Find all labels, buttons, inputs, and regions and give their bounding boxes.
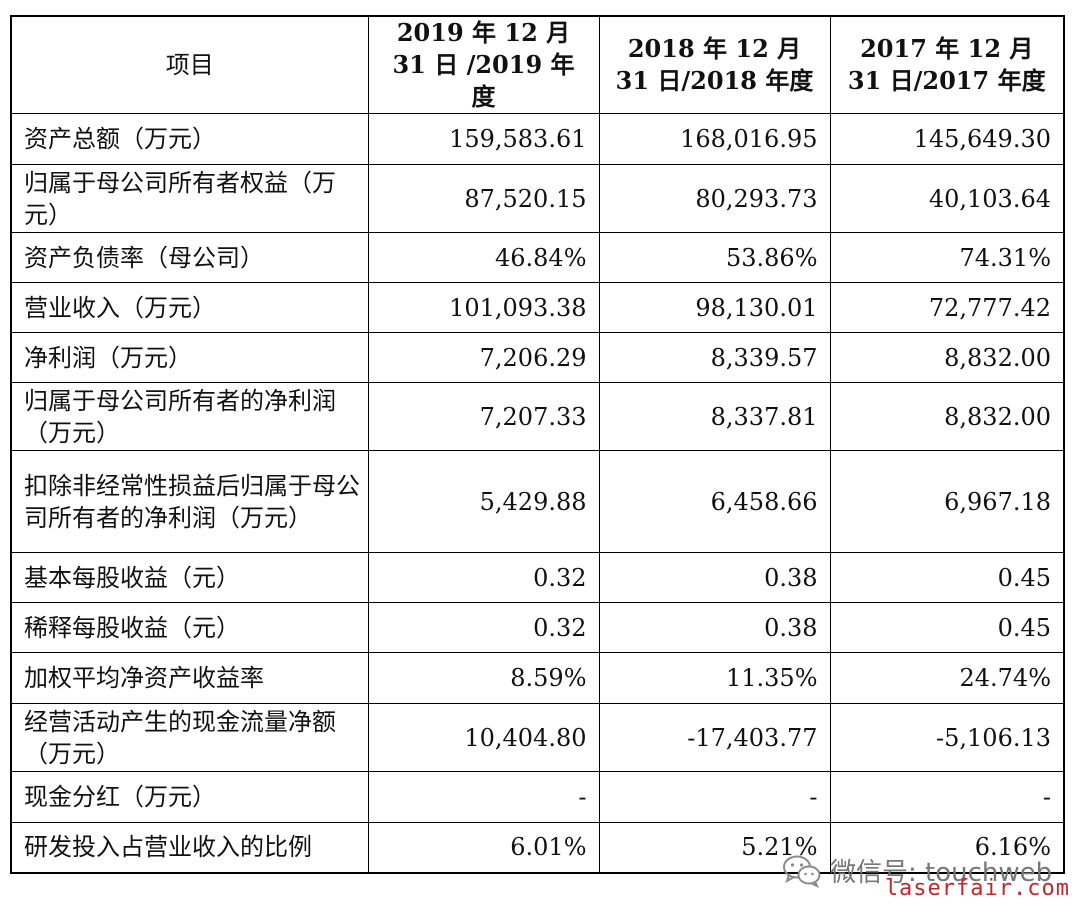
cell-2019: 7,207.33	[367, 382, 600, 451]
table-row: 资产总额（万元） 159,583.61 168,016.95 145,649.30	[10, 113, 1065, 165]
cell-2019: 6.01%	[367, 822, 600, 873]
table-row: 归属于母公司所有者权益（万元） 87,520.15 80,293.73 40,103.…	[10, 164, 1065, 233]
row-label: 经营活动产生的现金流量净额（万元）	[10, 703, 369, 772]
cell-2018: 8,339.57	[598, 332, 831, 383]
table-row: 经营活动产生的现金流量净额（万元） 10,404.80 -17,403.77 -5,1…	[10, 703, 1065, 772]
cell-2017: 24.74%	[829, 652, 1065, 704]
cell-2017: 72,777.42	[829, 282, 1065, 333]
cell-2017: 0.45	[829, 602, 1065, 653]
cell-2019: 8.59%	[367, 652, 600, 704]
table-row: 营业收入（万元） 101,093.38 98,130.01 72,777.42	[10, 282, 1065, 333]
cell-2018: -	[598, 771, 831, 823]
cell-2018: 168,016.95	[598, 113, 831, 165]
cell-2019: 46.84%	[367, 232, 600, 283]
cell-2017: 8,832.00	[829, 332, 1065, 383]
table-header-row: 项目 2019 年 12 月 31 日 /2019 年度 2018 年 12 月…	[10, 15, 1065, 114]
site-watermark: laserfair.com	[884, 876, 1070, 901]
cell-2019: 0.32	[367, 552, 600, 603]
cell-2017: 8,832.00	[829, 382, 1065, 451]
cell-2017: 145,649.30	[829, 113, 1065, 165]
table-row: 研发投入占营业收入的比例 6.01% 5.21% 6.16%	[10, 822, 1065, 873]
cell-2017: 6.16%	[829, 822, 1065, 873]
table-row: 现金分红（万元） - - -	[10, 771, 1065, 823]
column-header-2018: 2018 年 12 月 31 日/2018 年度	[598, 15, 831, 114]
column-header-2019: 2019 年 12 月 31 日 /2019 年度	[367, 15, 600, 114]
financial-table: 项目 2019 年 12 月 31 日 /2019 年度 2018 年 12 月…	[10, 15, 1065, 874]
row-label: 净利润（万元）	[10, 332, 369, 383]
cell-2018: 80,293.73	[598, 164, 831, 233]
table-body: 资产总额（万元） 159,583.61 168,016.95 145,649.30 归属…	[10, 113, 1065, 873]
column-header-item: 项目	[10, 15, 369, 114]
wechat-icon	[783, 855, 821, 888]
row-label: 加权平均净资产收益率	[10, 652, 369, 704]
table-row: 加权平均净资产收益率 8.59% 11.35% 24.74%	[10, 652, 1065, 704]
watermark-text: 微信号: touchweb	[830, 858, 1053, 888]
cell-2018: 8,337.81	[598, 382, 831, 451]
column-header-2017: 2017 年 12 月 31 日/2017 年度	[829, 15, 1065, 114]
table-row: 稀释每股收益（元） 0.32 0.38 0.45	[10, 602, 1065, 653]
cell-2019: 159,583.61	[367, 113, 600, 165]
row-label: 研发投入占营业收入的比例	[10, 822, 369, 873]
cell-2017: -5,106.13	[829, 703, 1065, 772]
cell-2017: 0.45	[829, 552, 1065, 603]
cell-2018: 11.35%	[598, 652, 831, 704]
cell-2019: -	[367, 771, 600, 823]
cell-2018: -17,403.77	[598, 703, 831, 772]
table-row: 资产负债率（母公司） 46.84% 53.86% 74.31%	[10, 232, 1065, 283]
cell-2018: 53.86%	[598, 232, 831, 283]
table-row: 扣除非经常性损益后归属于母公司所有者的净利润（万元） 5,429.88 6,458.…	[10, 450, 1065, 553]
cell-2017: 40,103.64	[829, 164, 1065, 233]
row-label: 现金分红（万元）	[10, 771, 369, 823]
cell-2019: 0.32	[367, 602, 600, 653]
row-label: 资产总额（万元）	[10, 113, 369, 165]
table-row: 归属于母公司所有者的净利润（万元） 7,207.33 8,337.81 8,832.0…	[10, 382, 1065, 451]
row-label: 资产负债率（母公司）	[10, 232, 369, 283]
cell-2019: 101,093.38	[367, 282, 600, 333]
row-label: 营业收入（万元）	[10, 282, 369, 333]
wechat-watermark: 微信号: touchweb	[782, 852, 1052, 889]
cell-2018: 98,130.01	[598, 282, 831, 333]
row-label: 稀释每股收益（元）	[10, 602, 369, 653]
cell-2018: 0.38	[598, 602, 831, 653]
row-label: 基本每股收益（元）	[10, 552, 369, 603]
table-row: 净利润（万元） 7,206.29 8,339.57 8,832.00	[10, 332, 1065, 383]
cell-2017: -	[829, 771, 1065, 823]
cell-2018: 6,458.66	[598, 450, 831, 553]
row-label: 归属于母公司所有者的净利润（万元）	[10, 382, 369, 451]
cell-2017: 74.31%	[829, 232, 1065, 283]
cell-2019: 87,520.15	[367, 164, 600, 233]
row-label: 扣除非经常性损益后归属于母公司所有者的净利润（万元）	[10, 450, 369, 553]
cell-2019: 5,429.88	[367, 450, 600, 553]
row-label: 归属于母公司所有者权益（万元）	[10, 164, 369, 233]
cell-2018: 0.38	[598, 552, 831, 603]
cell-2019: 10,404.80	[367, 703, 600, 772]
table-row: 基本每股收益（元） 0.32 0.38 0.45	[10, 552, 1065, 603]
cell-2019: 7,206.29	[367, 332, 600, 383]
cell-2017: 6,967.18	[829, 450, 1065, 553]
